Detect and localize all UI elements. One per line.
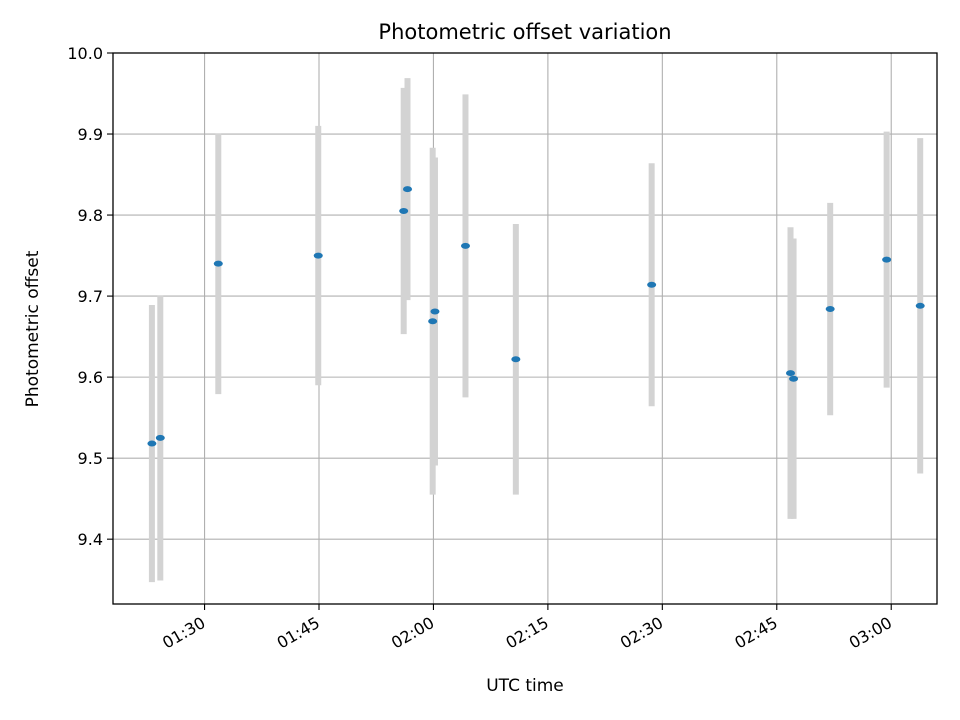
data-point [882,256,892,263]
y-tick-label: 9.4 [78,530,103,549]
data-points [147,186,925,447]
data-point [399,208,409,215]
data-point [313,252,323,259]
data-point [915,302,925,309]
data-point [825,306,835,313]
y-tick-label: 9.6 [78,368,103,387]
data-point [789,375,799,382]
y-tick-label: 10.0 [67,44,103,63]
y-tick-label: 9.5 [78,449,103,468]
data-point [647,281,657,288]
chart-title: Photometric offset variation [378,20,671,44]
data-point [786,370,796,377]
data-point [155,434,165,441]
y-axis-ticks: 9.4 9.5 9.6 9.7 9.8 9.9 10.0 [67,44,113,549]
y-tick-label: 9.9 [78,125,103,144]
data-point [428,318,438,325]
data-point [403,186,413,193]
y-tick-label: 9.8 [78,206,103,225]
y-axis-label: Photometric offset [23,250,43,407]
data-point [430,308,440,315]
data-point [147,440,157,447]
data-point [460,242,470,249]
data-point [511,356,521,363]
plot-frame [112,52,938,605]
data-point [213,260,223,267]
x-axis-label: UTC time [486,676,564,696]
y-tick-label: 9.7 [78,287,103,306]
